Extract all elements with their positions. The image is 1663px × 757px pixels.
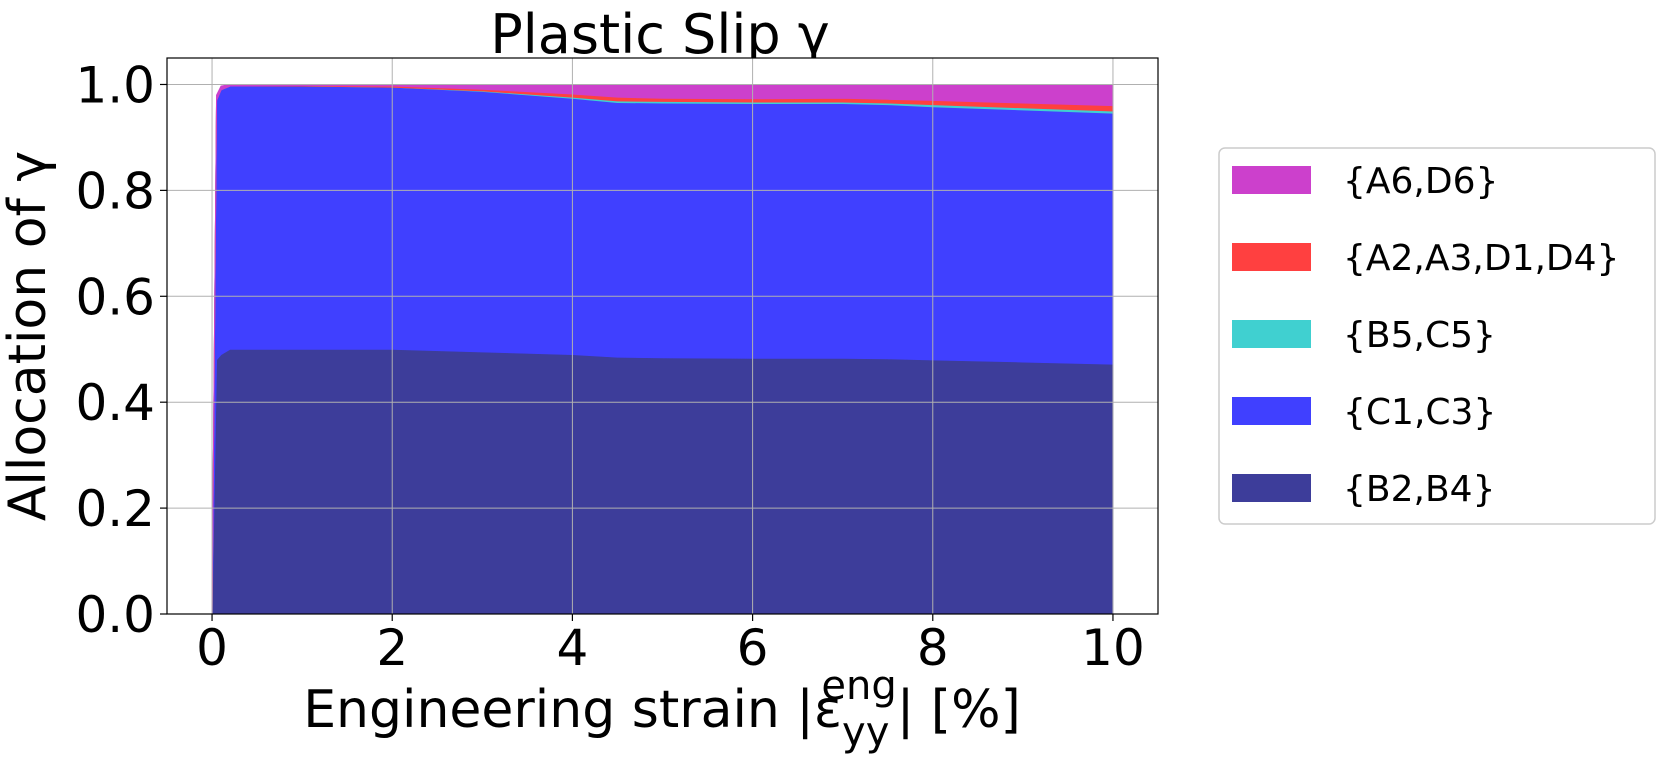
- legend-swatch: [1232, 243, 1311, 271]
- legend-label: {C1,C3}: [1343, 392, 1496, 433]
- y-tick-label: 0.6: [75, 268, 155, 326]
- area-series-0: [211, 348, 1114, 615]
- x-tick-label: 2: [376, 619, 408, 677]
- y-tick-label: 0.2: [75, 480, 155, 538]
- y-tick-label: 0.8: [75, 162, 155, 220]
- x-tick-label: 10: [1081, 619, 1145, 677]
- x-tick-label: 0: [196, 619, 228, 677]
- legend-swatch: [1232, 397, 1311, 425]
- x-axis: 0 2 4 6 8 10: [196, 614, 1145, 677]
- legend-label: {A6,D6}: [1343, 161, 1498, 202]
- y-axis-label: Allocation of γ: [0, 151, 58, 521]
- grid-lines: [167, 58, 1158, 615]
- legend-frame: [1218, 147, 1656, 525]
- legend-label: {B5,C5}: [1343, 315, 1496, 356]
- x-tick-label: 4: [557, 619, 589, 677]
- y-tick-label: 0.4: [75, 374, 155, 432]
- chart-title: Plastic Slip γ: [490, 3, 830, 66]
- y-axis: 0.0 0.2 0.4 0.6 0.8 1.0: [75, 56, 167, 644]
- plot-frame: [166, 57, 1159, 615]
- x-tick-label: 6: [737, 619, 769, 677]
- legend-swatch: [1232, 320, 1311, 348]
- legend: {A6,D6} {A2,A3,D1,D4} {B5,C5} {C1,C3} {B2,B4…: [1218, 147, 1656, 525]
- legend-swatch: [1232, 166, 1311, 194]
- legend-swatch: [1232, 474, 1311, 502]
- y-tick-label: 0.0: [75, 586, 155, 644]
- legend-label: {A2,A3,D1,D4}: [1343, 238, 1619, 279]
- x-tick-label: 8: [917, 619, 949, 677]
- x-axis-label: Engineering strain |εyyeng| [%]: [303, 663, 1021, 755]
- y-tick-label: 1.0: [75, 56, 155, 114]
- area-series-group: [211, 83, 1114, 615]
- legend-label: {B2,B4}: [1343, 469, 1495, 510]
